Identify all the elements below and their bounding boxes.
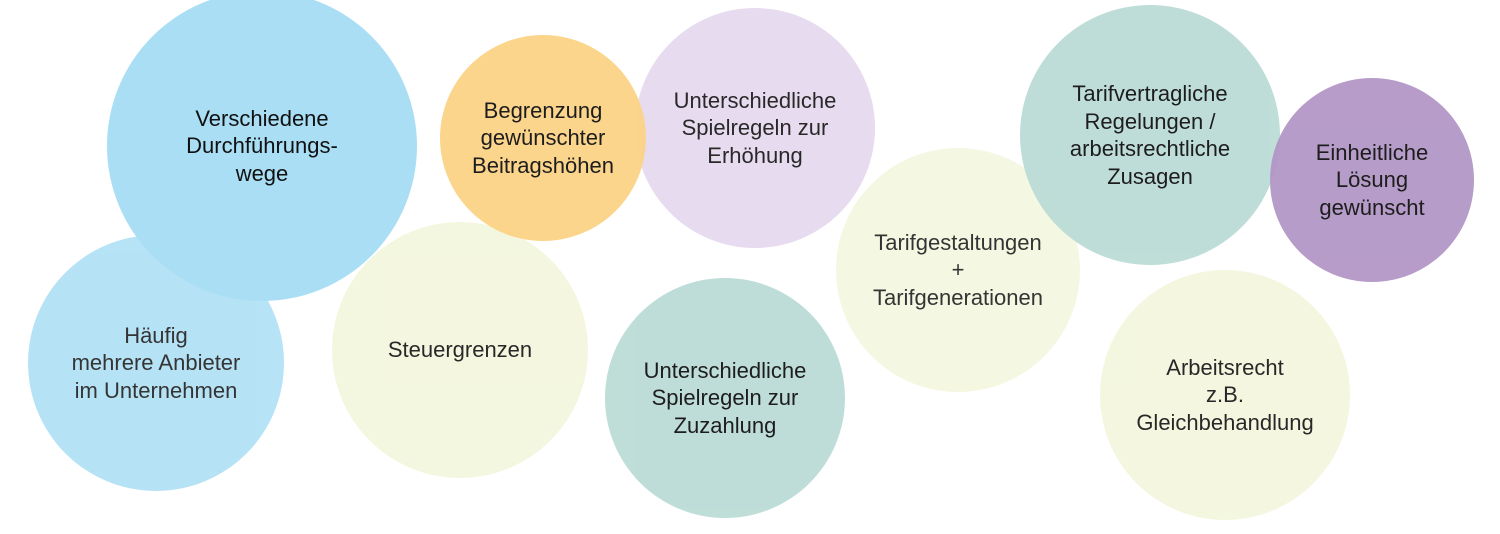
bubble-arbeitsrecht: Arbeitsrecht z.B. Gleichbehandlung — [1100, 270, 1350, 520]
bubble-label: Arbeitsrecht z.B. Gleichbehandlung — [1136, 354, 1313, 437]
bubble-steuergrenzen: Steuergrenzen — [332, 222, 588, 478]
bubble-tarifvertrag: Tarifvertragliche Regelungen / arbeitsre… — [1020, 5, 1280, 265]
bubble-label: Unterschiedliche Spielregeln zur Erhöhun… — [674, 87, 837, 170]
bubble-label: Häufig mehrere Anbieter im Unternehmen — [72, 322, 241, 405]
bubble-label: Tarifvertragliche Regelungen / arbeitsre… — [1070, 80, 1230, 190]
bubble-durchfuehrungswege: Verschiedene Durchführungs- wege — [107, 0, 417, 301]
bubble-label: Tarifgestaltungen + Tarifgenerationen — [873, 229, 1043, 312]
bubble-beitragshoehen: Begrenzung gewünschter Beitragshöhen — [440, 35, 646, 241]
bubble-erhoehung: Unterschiedliche Spielregeln zur Erhöhun… — [635, 8, 875, 248]
bubble-label: Begrenzung gewünschter Beitragshöhen — [472, 97, 614, 180]
bubble-label: Einheitliche Lösung gewünscht — [1316, 139, 1429, 222]
bubble-label: Unterschiedliche Spielregeln zur Zuzahlu… — [644, 357, 807, 440]
bubble-label: Steuergrenzen — [388, 336, 532, 364]
bubble-einheitliche-loesung: Einheitliche Lösung gewünscht — [1270, 78, 1474, 282]
bubble-label: Verschiedene Durchführungs- wege — [186, 105, 338, 188]
bubble-diagram: Häufig mehrere Anbieter im Unternehmen Ta… — [0, 0, 1500, 534]
bubble-zuzahlung: Unterschiedliche Spielregeln zur Zuzahlu… — [605, 278, 845, 518]
